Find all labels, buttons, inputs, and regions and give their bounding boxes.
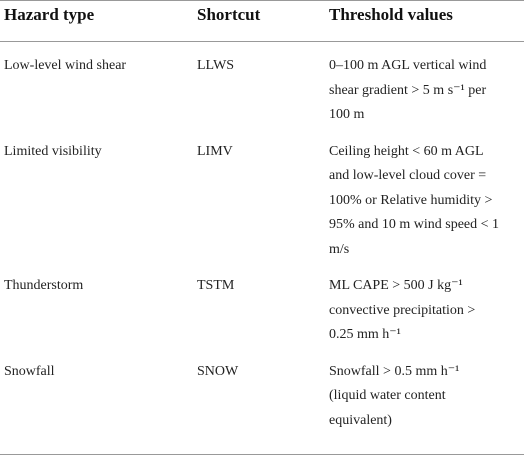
cell: LLWS [197, 58, 235, 73]
cell-line: 95% and 10 m wind speed < 1 [329, 217, 500, 232]
cell: TSTM [197, 278, 235, 293]
cell: Snowfall [4, 363, 55, 379]
header-cell: Threshold values [329, 5, 453, 24]
cell-line: Ceiling height < 60 m AGL [329, 143, 484, 159]
bottom-rule [0, 454, 524, 455]
cell: LIMV [197, 143, 233, 159]
cell-line: and low-level cloud cover = [329, 168, 487, 183]
cell-line: Snowfall > 0.5 mm h⁻¹ [329, 363, 460, 379]
cell-line: shear gradient > 5 m s⁻¹ per [329, 82, 487, 98]
cell-line: 100% or Relative humidity > [329, 192, 493, 208]
cell: Thunderstorm [4, 278, 84, 293]
cell-line: m/s [329, 241, 350, 257]
cell-line: (liquid water content [329, 388, 446, 403]
cell-line: 100 m [329, 107, 365, 122]
cell: Low-level wind shear [4, 58, 127, 73]
cell-line: equivalent) [329, 412, 392, 428]
cell-line: 0.25 mm h⁻¹ [329, 327, 401, 342]
cell: Limited visibility [4, 143, 102, 159]
header-rule [0, 41, 524, 42]
cell-line: convective precipitation > [329, 302, 476, 318]
header-cell: Hazard type [4, 5, 95, 24]
cell: SNOW [197, 363, 239, 379]
cell-line: ML CAPE > 500 J kg⁻¹ [329, 278, 463, 293]
cell-line: 0–100 m AGL vertical wind [329, 58, 487, 73]
top-rule [0, 0, 524, 1]
header-cell: Shortcut [197, 5, 261, 24]
